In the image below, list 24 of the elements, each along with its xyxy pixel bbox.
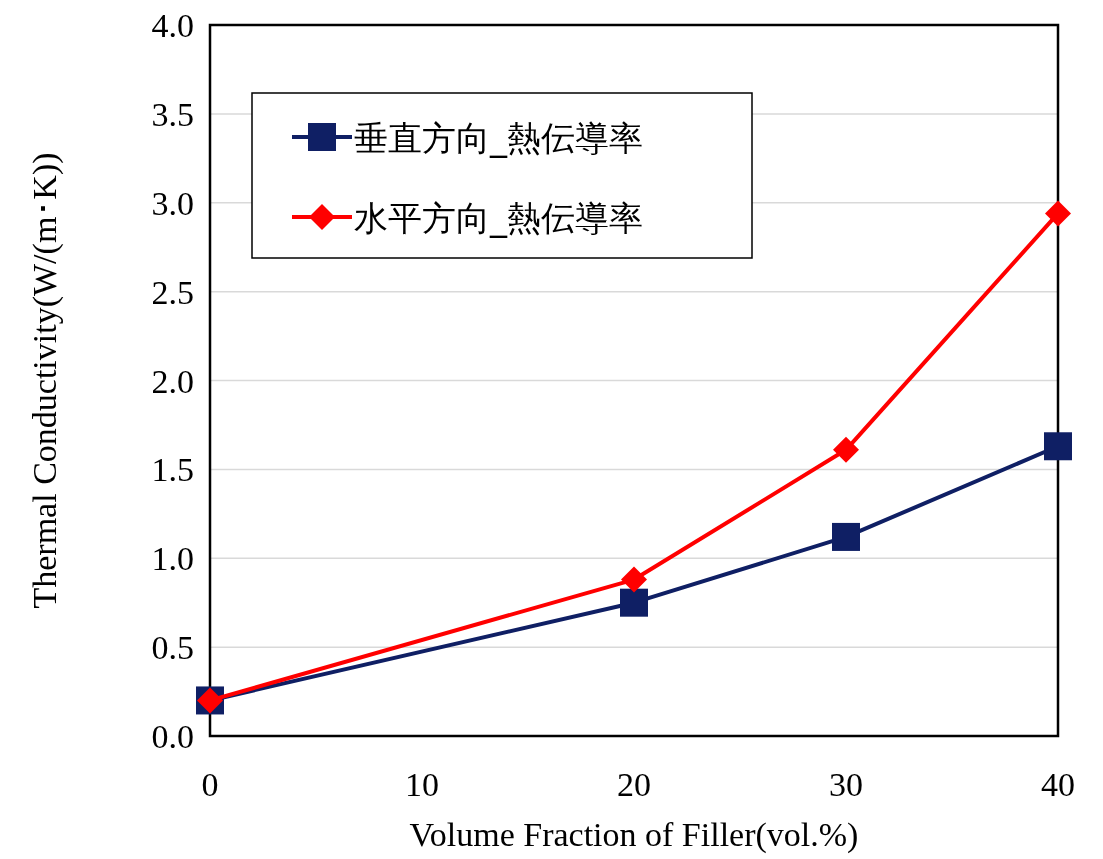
legend-label: 垂直方向_熱伝導率 xyxy=(354,118,643,158)
point xyxy=(833,436,859,463)
y-tick-label: 0.5 xyxy=(151,629,194,667)
y-tick-label: 2.0 xyxy=(151,362,194,400)
y-tick-label: 0.0 xyxy=(151,718,194,755)
x-tick-label: 10 xyxy=(405,766,439,803)
point xyxy=(620,588,648,617)
point xyxy=(621,566,647,593)
point xyxy=(832,522,860,551)
y-tick-label: 3.5 xyxy=(151,95,194,133)
y-tick-label: 2.5 xyxy=(151,273,194,311)
x-tick-label: 40 xyxy=(1041,766,1075,803)
x-tick-label: 30 xyxy=(829,766,863,803)
legend-label: 水平方向_熱伝導率 xyxy=(354,198,643,238)
y-tick-label: 4.0 xyxy=(151,7,194,44)
x-tick-label: 20 xyxy=(617,766,651,803)
y-axis-title: Thermal Conductivity(W/(m･K)) xyxy=(26,152,64,609)
point xyxy=(1045,200,1071,227)
x-tick-label: 0 xyxy=(201,766,219,803)
y-tick-label: 3.0 xyxy=(151,184,194,222)
x-axis-title: Volume Fraction of Filler(vol.%) xyxy=(409,816,859,854)
y-tick-label: 1.0 xyxy=(151,540,194,578)
point xyxy=(1044,432,1072,461)
y-tick-label: 1.5 xyxy=(151,451,194,489)
